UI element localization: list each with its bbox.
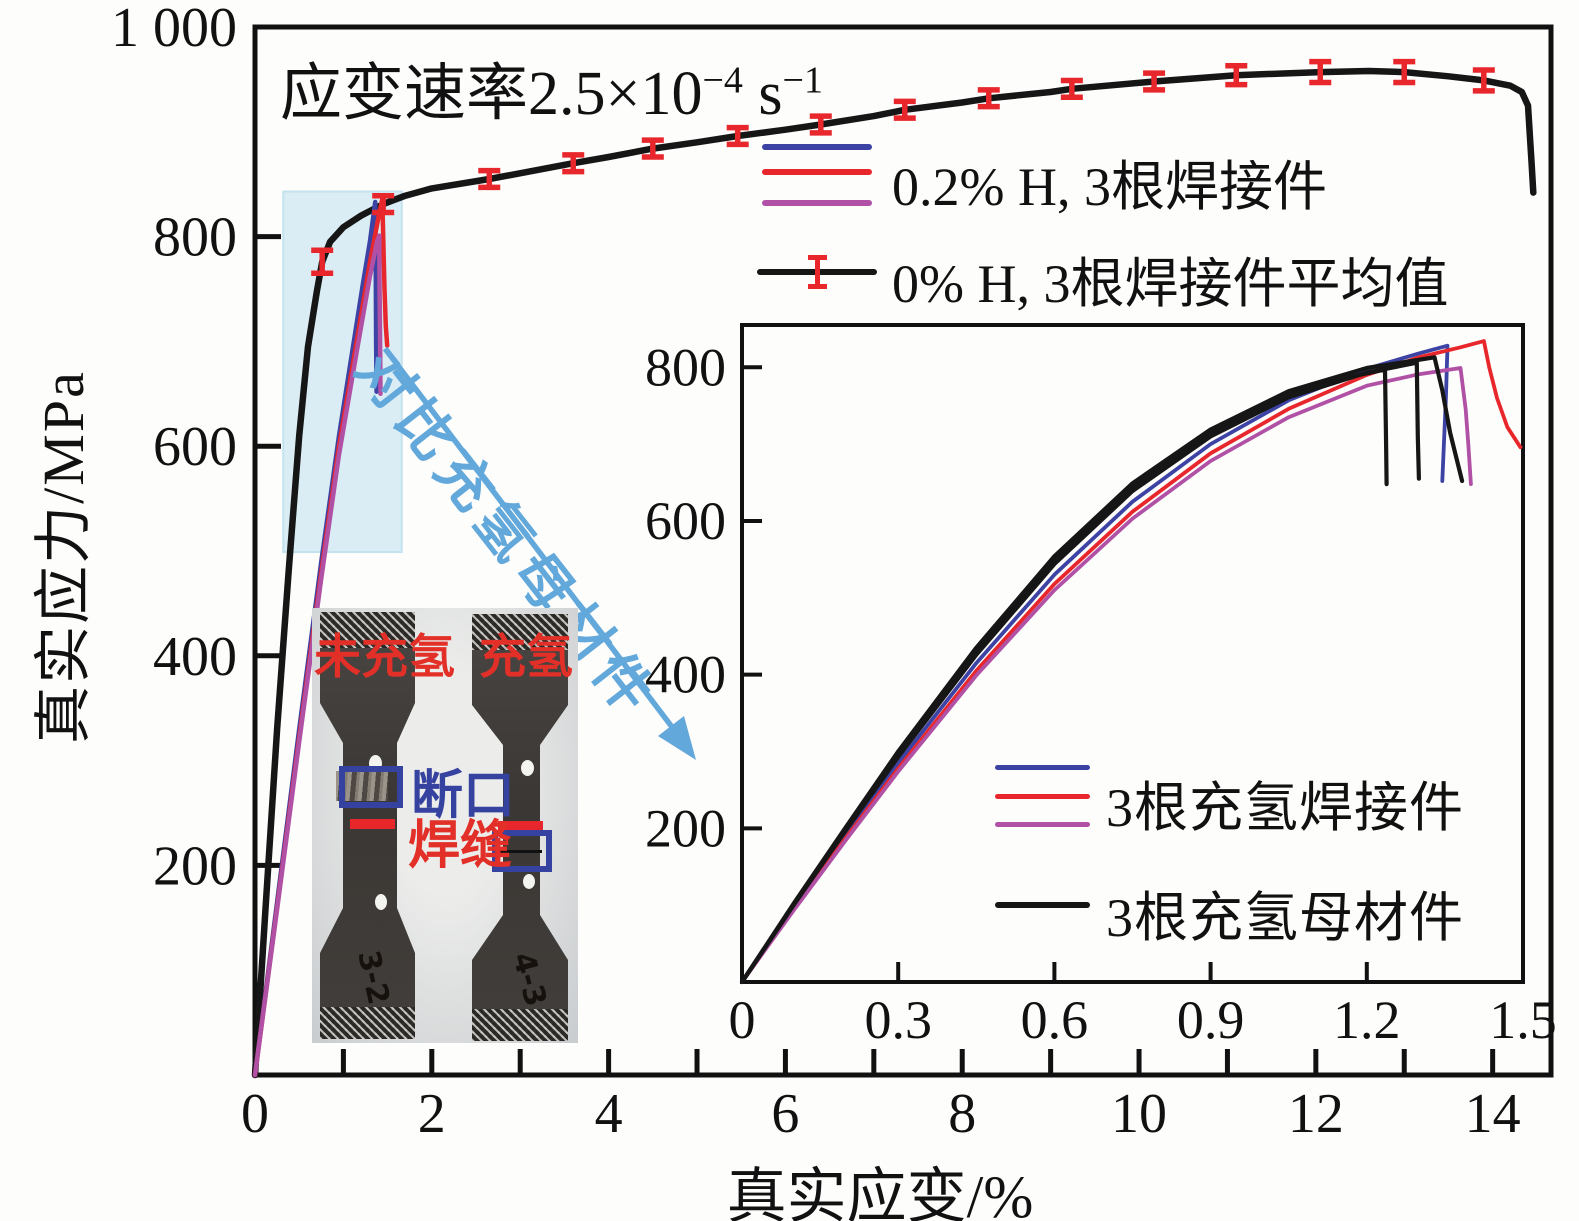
- inset-legend-line-black: [995, 902, 1090, 908]
- fracture-box-left: [339, 766, 403, 808]
- main-x-tick-label: 14: [1465, 1083, 1521, 1145]
- strain-rate-exponent-1: −4: [702, 59, 743, 102]
- crack-line: [500, 850, 542, 853]
- crack-box-right: [492, 830, 552, 872]
- inset-legend-line-magenta: [995, 822, 1090, 827]
- inset-y-tick-label: 200: [645, 798, 726, 858]
- label-charged: 充氢: [479, 632, 573, 684]
- specimen-photo: 3-2 4-3: [312, 608, 578, 1043]
- legend-errorbar-cap-bottom: [808, 284, 827, 289]
- main-x-tick-label: 10: [1111, 1083, 1167, 1145]
- inset-x-tick-label: 0: [729, 990, 756, 1050]
- legend-line-magenta: [762, 200, 872, 206]
- weld-seam-mark-right: [498, 821, 543, 830]
- label-weld-seam: 焊缝: [408, 818, 513, 875]
- knurl-bottom-left: [320, 1007, 415, 1039]
- main-y-tick-label: 600: [153, 416, 237, 478]
- inset-x-tick-label: 0.9: [1177, 990, 1245, 1050]
- inset-y-tick-label: 400: [645, 645, 726, 705]
- marker-dot: [521, 760, 534, 776]
- inset-y-tick-label: 800: [645, 337, 726, 397]
- compare-arrow-line: [396, 365, 675, 729]
- main-x-axis-title: 真实应变/%: [726, 1164, 1034, 1221]
- label-uncharged: 未充氢: [314, 632, 455, 684]
- main-x-tick-label: 8: [948, 1083, 976, 1145]
- main-y-tick-label: 400: [153, 626, 237, 688]
- weld-seam-mark-left: [350, 819, 395, 829]
- main-y-tick-label: 1 000: [111, 0, 237, 59]
- inset-legend-line-red: [995, 794, 1090, 799]
- marker-dot: [375, 894, 387, 910]
- strain-rate-mid: s: [742, 60, 783, 128]
- inset-legend-entry-welds: 3根充氢焊接件: [1106, 778, 1464, 838]
- inset-legend-entry-base-metal: 3根充氢母材件: [1106, 888, 1464, 948]
- inset-x-tick-label: 1.2: [1333, 990, 1401, 1050]
- legend-line-blue: [762, 144, 872, 150]
- inset-x-tick-label: 0.6: [1021, 990, 1089, 1050]
- compare-arrow-head: [658, 716, 696, 760]
- legend-entry-charged-welds: 0.2% H, 3根焊接件: [892, 157, 1327, 217]
- main-y-tick-label: 200: [153, 835, 237, 897]
- label-fracture: 断口: [411, 768, 516, 825]
- inset-legend-line-blue: [995, 765, 1090, 770]
- inset-x-tick-label: 0.3: [864, 990, 932, 1050]
- main-x-tick-label: 0: [241, 1083, 269, 1145]
- inset-curve-avg_black: [739, 355, 1465, 985]
- legend-entry-uncharged-average: 0% H, 3根焊接件平均值: [892, 254, 1449, 314]
- main-x-tick-label: 6: [771, 1083, 799, 1145]
- strain-rate-annotation: 应变速率2.5×10−4 s−1: [280, 42, 823, 132]
- knurl-top-right: [472, 614, 568, 650]
- inset-curve-weld_blue: [740, 343, 1450, 984]
- main-x-tick-label: 2: [418, 1083, 446, 1145]
- inset-plot-frame: [740, 323, 1525, 984]
- curve-weld_magenta: [252, 233, 383, 1078]
- main-plot-frame: [252, 24, 1554, 1078]
- legend-line-red: [762, 169, 872, 175]
- main-y-axis-title: 真实应力/MPa: [31, 370, 96, 744]
- inset-curve-weld_magenta: [740, 366, 1473, 984]
- main-x-tick-label: 4: [595, 1083, 623, 1145]
- inset-y-tick-label: 600: [645, 491, 726, 551]
- strain-rate-prefix: 应变速率2.5×10: [280, 60, 703, 128]
- main-x-tick-label: 12: [1288, 1083, 1344, 1145]
- strain-rate-exponent-2: −1: [782, 59, 823, 102]
- main-y-tick-label: 800: [153, 207, 237, 269]
- marker-dot: [523, 874, 535, 889]
- knurl-top-left: [320, 612, 415, 648]
- inset-x-tick-label: 1.5: [1489, 990, 1557, 1050]
- legend-errorbar-icon: [815, 255, 820, 289]
- knurl-bottom-right: [472, 1009, 568, 1041]
